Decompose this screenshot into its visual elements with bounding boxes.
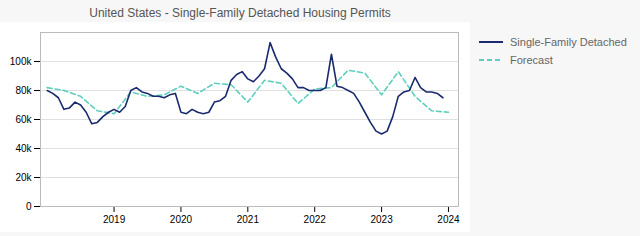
html-text:Forecast: Forecast <box>510 54 553 66</box>
svg-text:2024: 2024 <box>437 214 460 225</box>
svg-text:80k: 80k <box>15 85 32 96</box>
html-text:United States - Single-Family: United States - Single-Family Detached H… <box>89 6 391 20</box>
svg-text:2021: 2021 <box>237 214 260 225</box>
svg-text:0: 0 <box>26 201 32 212</box>
svg-text:2020: 2020 <box>170 214 193 225</box>
svg-text:20k: 20k <box>15 172 32 183</box>
svg-text:60k: 60k <box>15 114 32 125</box>
svg-text:2019: 2019 <box>103 214 126 225</box>
svg-text:2023: 2023 <box>370 214 393 225</box>
svg-text:2022: 2022 <box>304 214 327 225</box>
svg-text:40k: 40k <box>15 143 32 154</box>
svg-text:100k: 100k <box>10 56 33 67</box>
html-text:Single-Family Detached: Single-Family Detached <box>510 36 627 48</box>
